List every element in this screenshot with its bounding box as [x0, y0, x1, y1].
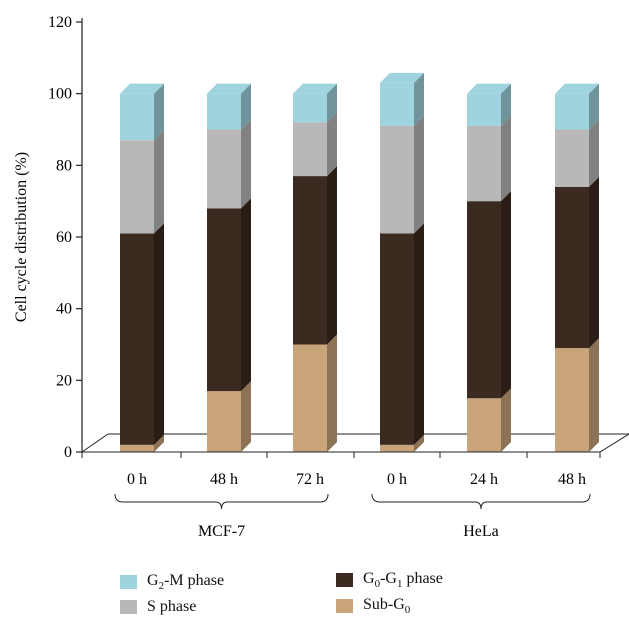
bar-g2-m-phase-3: [380, 82, 414, 126]
bar-side-g0-g1-phase-3: [414, 223, 424, 445]
bar-top-0: [120, 83, 164, 94]
bar-side-g2-m-phase-0: [154, 83, 164, 141]
y-tick-label: 0: [64, 444, 72, 461]
bar-side-g0-g1-phase-1: [241, 198, 251, 392]
bar-side-sub-g0-0: [154, 434, 164, 452]
bar-side-s-phase-1: [241, 119, 251, 209]
y-tick-label: 20: [56, 372, 72, 389]
legend-item-s: S phase: [120, 598, 196, 616]
bar-top-1: [207, 83, 251, 94]
y-tick-label: 100: [48, 86, 72, 103]
bar-side-s-phase-0: [154, 130, 164, 234]
bar-side-s-phase-4: [501, 115, 511, 202]
bar-g2-m-phase-0: [120, 93, 154, 141]
bar-g2-m-phase-1: [207, 93, 241, 130]
bar-side-sub-g0-1: [241, 381, 251, 452]
bar-side-g2-m-phase-4: [501, 83, 511, 126]
group-label-1: HeLa: [463, 523, 499, 540]
bar-side-g0-g1-phase-0: [154, 223, 164, 445]
y-tick-label: 60: [56, 229, 72, 246]
group-label-0: MCF-7: [198, 523, 245, 540]
floor-plane: [80, 433, 629, 453]
bar-sub-g0-0: [120, 444, 154, 452]
bar-top-5: [555, 83, 599, 94]
bar-s-phase-4: [467, 125, 501, 202]
group-bracket-0: [114, 493, 329, 510]
bar-sub-g0-1: [207, 391, 241, 452]
bar-g0-g1-phase-4: [467, 201, 501, 399]
x-tick-label: 72 h: [296, 471, 324, 488]
bar-s-phase-5: [555, 129, 589, 187]
x-tick-label: 0 h: [127, 471, 147, 488]
legend-label-g0g1: G0-G1 phase: [363, 570, 443, 591]
legend-item-g0g1: G0-G1 phase: [336, 570, 443, 590]
group-bracket-1: [371, 493, 591, 510]
bar-sub-g0-5: [555, 348, 589, 452]
bar-side-g2-m-phase-1: [241, 83, 251, 130]
bar-top-4: [467, 83, 511, 94]
bar-side-g0-g1-phase-5: [589, 176, 599, 349]
bar-side-g0-g1-phase-4: [501, 191, 511, 399]
y-tick-label: 120: [48, 14, 72, 31]
bar-g2-m-phase-2: [293, 93, 327, 123]
bar-g2-m-phase-4: [467, 93, 501, 126]
bar-sub-g0-2: [293, 344, 327, 452]
bar-side-s-phase-5: [589, 119, 599, 187]
bar-side-g2-m-phase-2: [327, 83, 337, 123]
bar-side-sub-g0-5: [589, 338, 599, 452]
bar-side-s-phase-2: [327, 112, 337, 177]
y-tick-label: 80: [56, 157, 72, 174]
bar-s-phase-0: [120, 140, 154, 234]
bar-sub-g0-4: [467, 398, 501, 452]
bar-sub-g0-3: [380, 444, 414, 452]
x-tick-label: 48 h: [210, 471, 238, 488]
bar-g0-g1-phase-5: [555, 186, 589, 349]
bar-s-phase-3: [380, 125, 414, 234]
bar-side-g2-m-phase-5: [589, 83, 599, 130]
bar-g2-m-phase-5: [555, 93, 589, 130]
bar-s-phase-1: [207, 129, 241, 209]
bar-side-sub-g0-2: [327, 334, 337, 452]
legend-swatch-g0g1: [336, 573, 353, 588]
y-tick-label: 40: [56, 301, 72, 318]
bar-top-2: [293, 83, 337, 94]
legend-swatch-subg0: [336, 599, 353, 614]
legend-item-subg0: Sub-G0: [336, 596, 410, 616]
bar-side-sub-g0-4: [501, 388, 511, 452]
bar-g0-g1-phase-3: [380, 233, 414, 445]
bar-g0-g1-phase-0: [120, 233, 154, 445]
bar-side-sub-g0-3: [414, 434, 424, 452]
x-tick-label: 48 h: [558, 471, 586, 488]
bar-g0-g1-phase-2: [293, 176, 327, 345]
bar-side-g0-g1-phase-2: [327, 166, 337, 345]
x-tick-label: 24 h: [470, 471, 498, 488]
legend-label-g2m: G2-M phase: [147, 572, 225, 593]
legend-swatch-g2m: [120, 575, 137, 590]
bar-top-3: [380, 72, 424, 83]
bar-side-g2-m-phase-3: [414, 72, 424, 126]
x-tick-label: 0 h: [387, 471, 407, 488]
bar-g0-g1-phase-1: [207, 208, 241, 392]
bar-side-s-phase-3: [414, 115, 424, 234]
legend-swatch-s: [120, 600, 137, 614]
legend-label-s: S phase: [147, 598, 197, 615]
bar-s-phase-2: [293, 122, 327, 177]
legend-item-g2m: G2-M phase: [120, 572, 224, 592]
legend-label-subg0: Sub-G0: [363, 596, 411, 617]
y-axis-title: Cell cycle distribution (%): [13, 152, 30, 322]
